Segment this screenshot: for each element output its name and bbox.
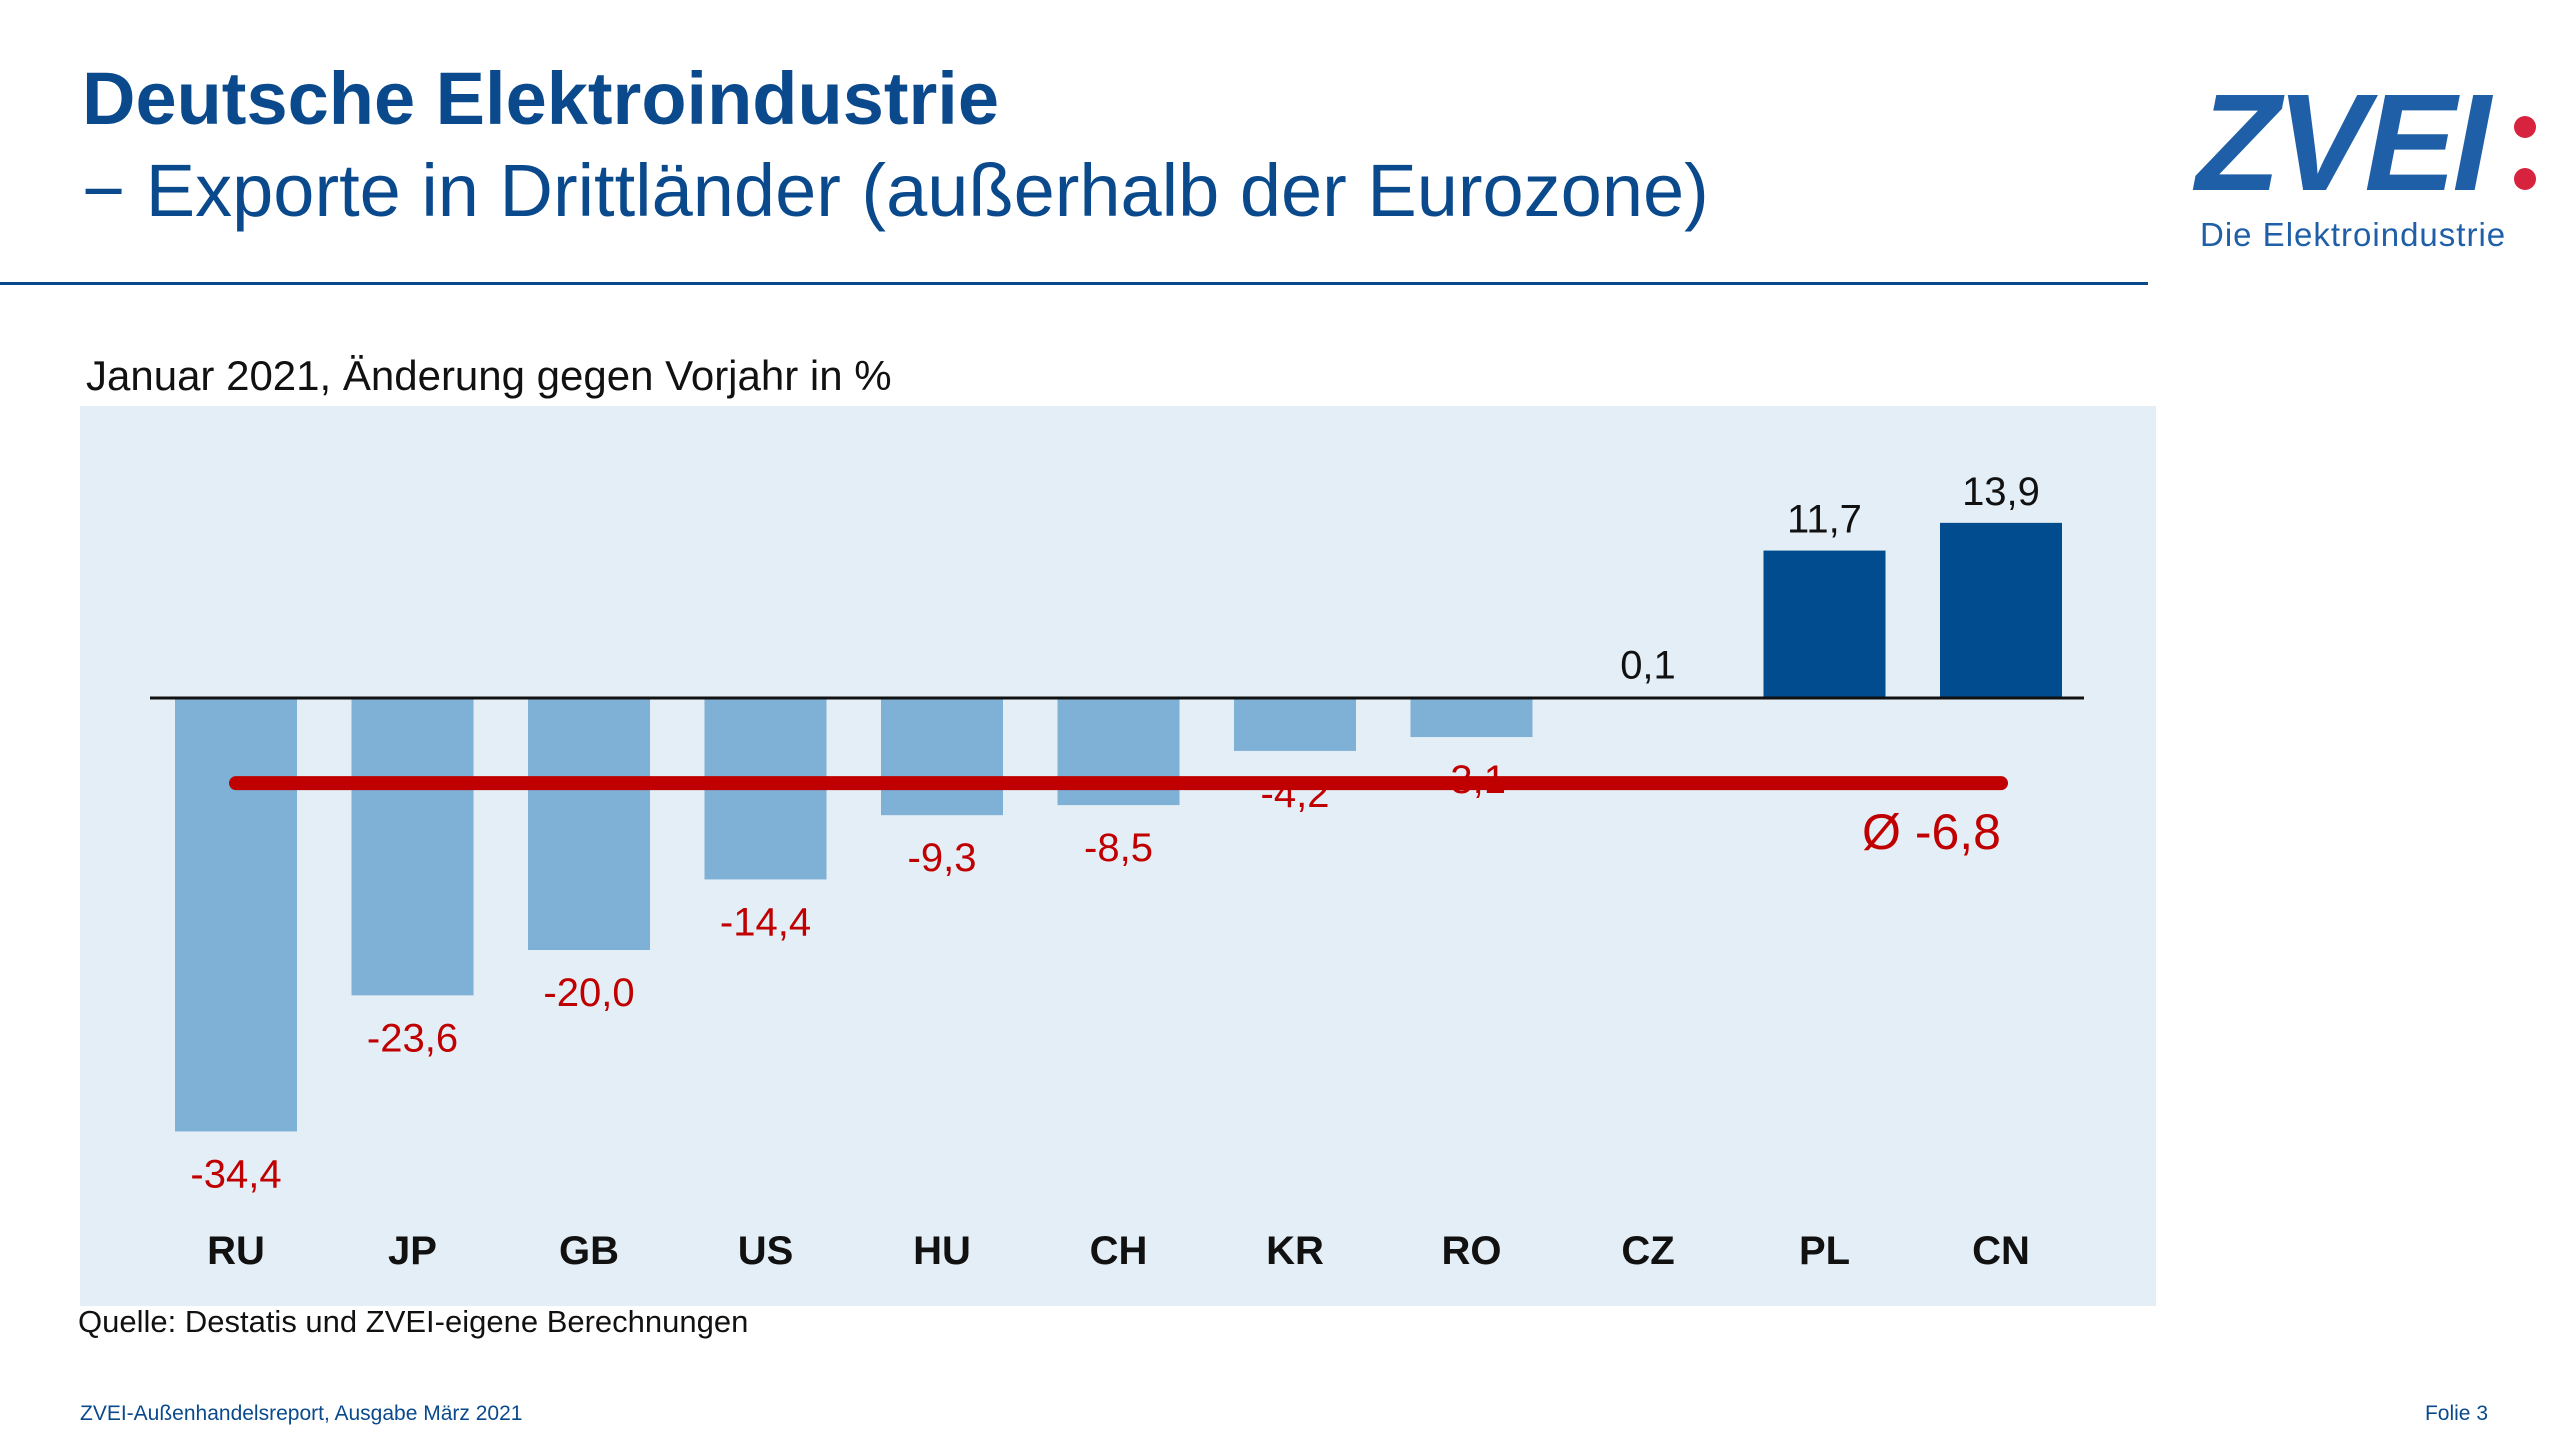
bar-pl xyxy=(1763,550,1886,698)
tick-label-kr: KR xyxy=(1266,1229,1324,1273)
tick-label-ro: RO xyxy=(1442,1229,1502,1273)
tick-label-cn: CN xyxy=(1972,1229,2030,1273)
tick-label-ch: CH xyxy=(1090,1229,1148,1273)
bar-chart: -34,4 RU -23,6 JP -20,0 GB -14,4 US -9,3 HU -8,5 CH… xyxy=(150,470,2084,1273)
page-subtitle: − Exporte in Drittländer (außerhalb der … xyxy=(82,149,1709,232)
page-title: Deutsche Elektroindustrie xyxy=(82,57,1000,140)
bar-kr xyxy=(1234,698,1356,751)
logo-colon-icon xyxy=(2514,116,2536,194)
chart-title: Januar 2021, Änderung gegen Vorjahr in % xyxy=(86,352,892,399)
zvei-logo: ZVEI Die Elektroindustrie xyxy=(2196,66,2536,258)
footer-publication: ZVEI-Außenhandelsreport, Ausgabe März 20… xyxy=(80,1402,523,1425)
header-divider xyxy=(0,282,2148,285)
data-label-gb: -20,0 xyxy=(543,971,634,1015)
logo-wordmark: ZVEI xyxy=(2196,66,2491,220)
bar-ro xyxy=(1410,698,1533,738)
tick-label-gb: GB xyxy=(559,1229,619,1273)
data-label-pl: 11,7 xyxy=(1787,498,1862,542)
tick-label-ru: RU xyxy=(207,1229,265,1273)
logo-dot-bottom xyxy=(2514,168,2536,190)
average-label: Ø -6,8 xyxy=(1862,804,2001,860)
logo-dot-top xyxy=(2514,116,2536,138)
logo-tagline: Die Elektroindustrie xyxy=(2200,216,2507,253)
tick-label-pl: PL xyxy=(1799,1229,1850,1273)
source-note: Quelle: Destatis und ZVEI-eigene Berechn… xyxy=(78,1304,749,1339)
tick-label-hu: HU xyxy=(913,1229,971,1273)
data-label-cz: 0,1 xyxy=(1620,644,1676,688)
data-label-jp: -23,6 xyxy=(367,1016,458,1060)
bar-jp xyxy=(351,698,474,996)
chart-area: -34,4 RU -23,6 JP -20,0 GB -14,4 US -9,3 HU -8,5 CH… xyxy=(80,406,2156,1306)
tick-label-cz: CZ xyxy=(1621,1229,1674,1273)
data-label-cn: 13,9 xyxy=(1962,470,2040,514)
bar-cn xyxy=(1940,522,2062,698)
tick-label-us: US xyxy=(738,1229,794,1273)
data-label-ch: -8,5 xyxy=(1084,826,1153,870)
data-label-ru: -34,4 xyxy=(190,1152,281,1196)
tick-label-jp: JP xyxy=(388,1229,437,1273)
bar-gb xyxy=(528,698,650,950)
footer-page-number: Folie 3 xyxy=(2424,1402,2488,1425)
bar-ru xyxy=(175,698,297,1132)
data-label-hu: -9,3 xyxy=(908,836,977,880)
bar-hu xyxy=(881,698,1003,816)
data-label-us: -14,4 xyxy=(720,900,811,944)
